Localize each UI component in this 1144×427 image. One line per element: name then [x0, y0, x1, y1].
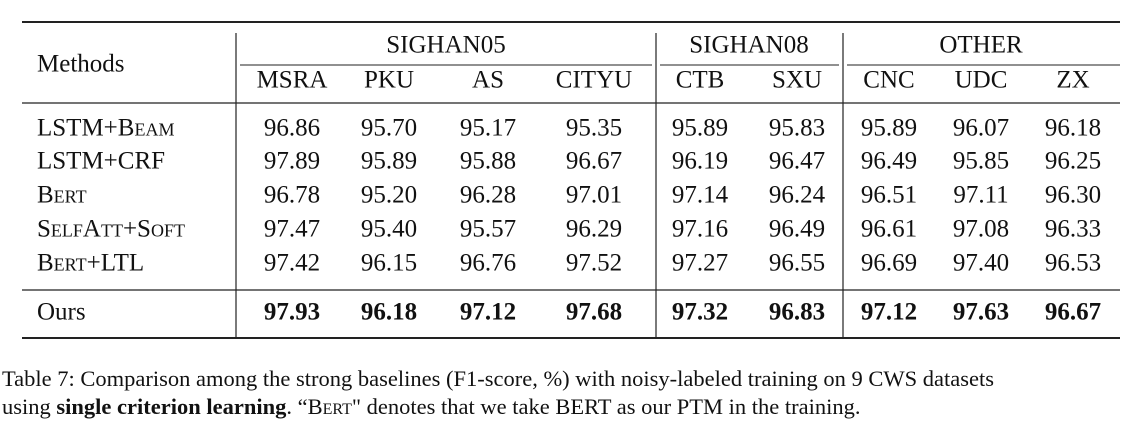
cell: 97.40 [953, 250, 1009, 277]
caption-text: using [2, 394, 57, 419]
cell: 95.57 [460, 216, 516, 243]
cell-best: 97.93 [264, 299, 320, 326]
row-label: Ours [37, 299, 86, 326]
cell: 97.52 [566, 250, 622, 277]
column-header: MSRA [257, 67, 328, 94]
cell: 95.89 [672, 115, 728, 142]
column-header: ZX [1056, 67, 1089, 94]
cell: 95.88 [460, 148, 516, 175]
caption-text: " denotes that we take BERT as our PTM i… [351, 394, 861, 419]
group-header: SIGHAN08 [689, 32, 808, 59]
cell: 96.86 [264, 115, 320, 142]
cell-best: 97.68 [566, 299, 622, 326]
caption-text: . “ [286, 394, 308, 419]
cell: 96.28 [460, 182, 516, 209]
caption-text: Table 7: Comparison among the strong bas… [2, 366, 994, 391]
cell: 95.85 [953, 148, 1009, 175]
corner-header: Methods [37, 51, 125, 78]
row-label: LSTM+Beam [37, 115, 174, 142]
cell: 97.47 [264, 216, 320, 243]
cell-best: 96.83 [769, 299, 825, 326]
cell-best: 97.12 [861, 299, 917, 326]
column-header: PKU [364, 67, 414, 94]
cell: 97.08 [953, 216, 1009, 243]
cell: 95.40 [361, 216, 417, 243]
cell: 97.89 [264, 148, 320, 175]
cell: 96.49 [769, 216, 825, 243]
cell: 95.89 [861, 115, 917, 142]
cell: 96.24 [769, 182, 826, 209]
cell: 96.55 [769, 250, 825, 277]
cell: 95.17 [460, 115, 516, 142]
cell: 96.53 [1045, 250, 1101, 277]
cell: 95.35 [566, 115, 622, 142]
row-label: SelfAtt+Soft [37, 216, 185, 243]
cell: 96.19 [672, 148, 728, 175]
cell: 97.01 [566, 182, 622, 209]
cell: 96.67 [566, 148, 622, 175]
group-header: OTHER [939, 32, 1023, 59]
cell: 96.33 [1045, 216, 1101, 243]
cell: 95.83 [769, 115, 825, 142]
caption-smallcaps: Bert [307, 394, 352, 419]
cell: 97.27 [672, 250, 728, 277]
cell: 96.29 [566, 216, 622, 243]
cell: 95.70 [361, 115, 417, 142]
cell: 96.07 [953, 115, 1009, 142]
cell: 96.61 [861, 216, 917, 243]
cell-best: 97.32 [672, 299, 728, 326]
column-header: CNC [863, 67, 914, 94]
caption-line: using single criterion learning. “Bert" … [2, 394, 860, 420]
column-header: UDC [955, 67, 1008, 94]
column-header: CITYU [556, 67, 632, 94]
cell: 97.11 [953, 182, 1008, 209]
cell: 95.20 [361, 182, 417, 209]
cell: 96.76 [460, 250, 516, 277]
caption-bold: single criterion learning [56, 394, 287, 419]
table: Methods SIGHAN05 SIGHAN08 OTHER MSRA PKU A… [22, 21, 1120, 339]
cell: 96.18 [1045, 115, 1101, 142]
caption-line: Table 7: Comparison among the strong bas… [2, 366, 994, 392]
column-header: CTB [676, 67, 725, 94]
cell: 96.25 [1045, 148, 1101, 175]
cell: 97.14 [672, 182, 729, 209]
row-label: Bert+LTL [37, 250, 144, 277]
column-header: SXU [772, 67, 822, 94]
cell: 96.30 [1045, 182, 1101, 209]
cell: 96.69 [861, 250, 917, 277]
cell-best: 97.63 [953, 299, 1009, 326]
row-label: Bert [37, 182, 87, 209]
group-header: SIGHAN05 [386, 32, 505, 59]
cell-best: 96.67 [1045, 299, 1101, 326]
cell-best: 96.18 [361, 299, 417, 326]
cell: 97.42 [264, 250, 320, 277]
cell: 97.16 [672, 216, 728, 243]
cell: 96.49 [861, 148, 917, 175]
cell-best: 97.12 [460, 299, 516, 326]
cell: 95.89 [361, 148, 417, 175]
cell: 96.51 [861, 182, 917, 209]
column-header: AS [472, 67, 504, 94]
cell: 96.47 [769, 148, 825, 175]
cell: 96.78 [264, 182, 320, 209]
cell: 96.15 [361, 250, 417, 277]
row-label: LSTM+CRF [37, 148, 165, 175]
